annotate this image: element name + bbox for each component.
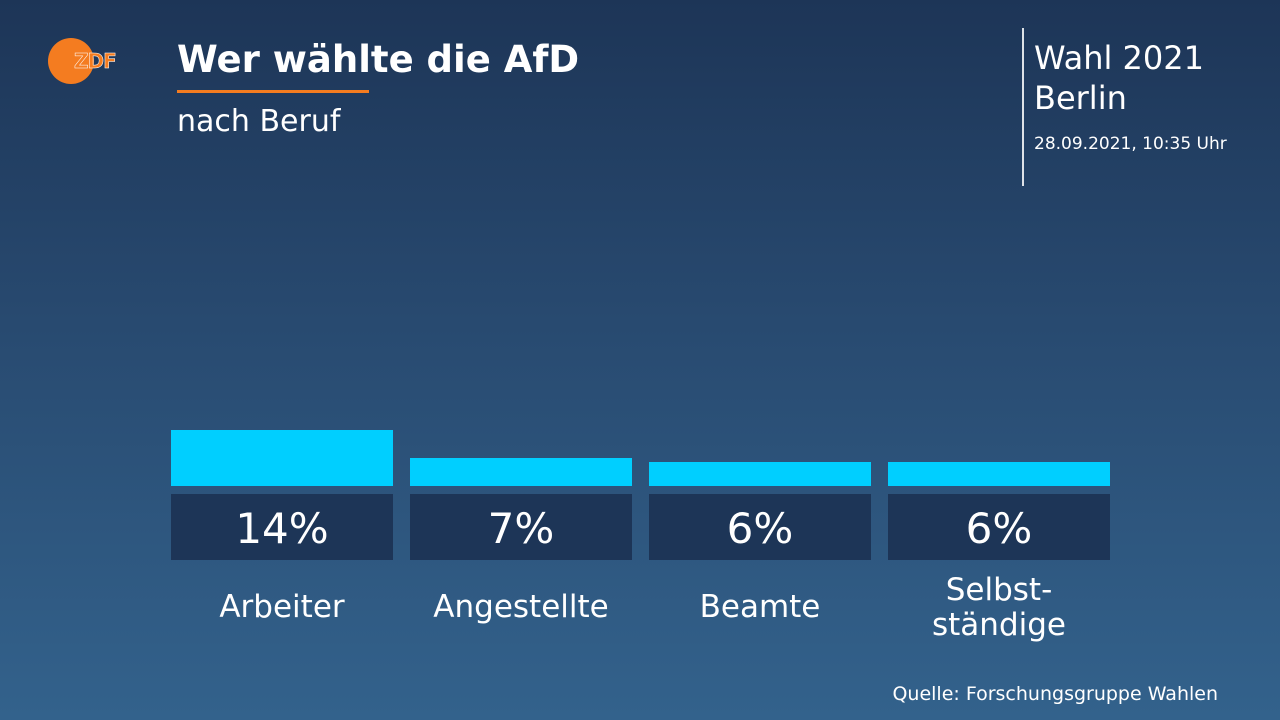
value-label-2: 7% [488,504,555,553]
value-label-4: 6% [966,504,1033,553]
value-box-3 [649,494,871,560]
value-box-4 [888,494,1110,560]
bar-1 [171,430,393,486]
value-box-2 [410,494,632,560]
category-label-4: Selbst-ständige [932,572,1066,643]
zdf-logo-text: ZDF [74,49,117,74]
source-note: Quelle: Forschungsgruppe Wahlen [892,683,1218,705]
category-label-2: Angestellte [433,589,608,625]
value-label-1: 14% [235,504,328,553]
bar-2 [410,458,632,486]
chart-title: Wer wählte die AfD [177,38,580,81]
value-label-3: 6% [727,504,794,553]
chart-subtitle: nach Beruf [177,104,341,139]
info-divider [1022,28,1024,186]
bar-3 [649,462,871,486]
value-box-1 [171,494,393,560]
title-underline [177,90,369,93]
election-region: Berlin [1034,79,1127,117]
election-name: Wahl 2021 [1034,39,1204,77]
zdf-logo-circle [48,38,94,84]
bar-4 [888,462,1110,486]
election-info: Wahl 2021 Berlin [1034,38,1204,118]
category-label-1: Arbeiter [219,589,345,625]
category-label-3: Beamte [700,589,821,625]
timestamp: 28.09.2021, 10:35 Uhr [1034,134,1227,154]
